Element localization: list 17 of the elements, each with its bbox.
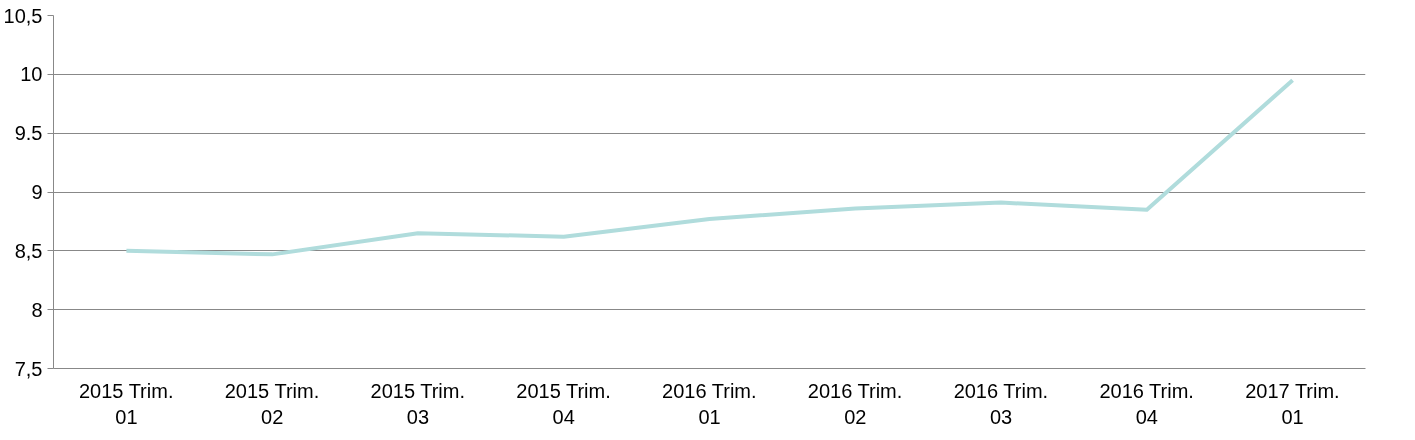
y-tick-label: 7,5 [14, 357, 43, 380]
x-tick-label: 2017 Trim. 01 [1245, 379, 1340, 428]
x-tick-label: 2016 Trim. 03 [953, 379, 1049, 428]
x-tick-label: 2016 Trim. 04 [1099, 379, 1194, 428]
y-tick-label: 8 [31, 298, 43, 321]
x-tick-label: 2015 Trim. 01 [78, 379, 174, 428]
x-tick-label: 2016 Trim. 01 [662, 379, 757, 428]
line-series [124, 78, 1295, 257]
x-tick-label: 2015 Trim. 04 [516, 379, 611, 428]
y-tick-label: 9 [31, 181, 43, 203]
y-tick-label: 8,5 [14, 239, 43, 262]
x-tick-label: 2015 Trim. 03 [370, 379, 466, 428]
y-tick-label: 10,5 [3, 4, 43, 27]
x-tick-label: 2015 Trim. 02 [224, 379, 320, 428]
y-tick-label: 10 [20, 63, 43, 86]
y-tick-label: 9.5 [14, 122, 43, 145]
x-tick-label: 2016 Trim. 02 [807, 379, 903, 428]
